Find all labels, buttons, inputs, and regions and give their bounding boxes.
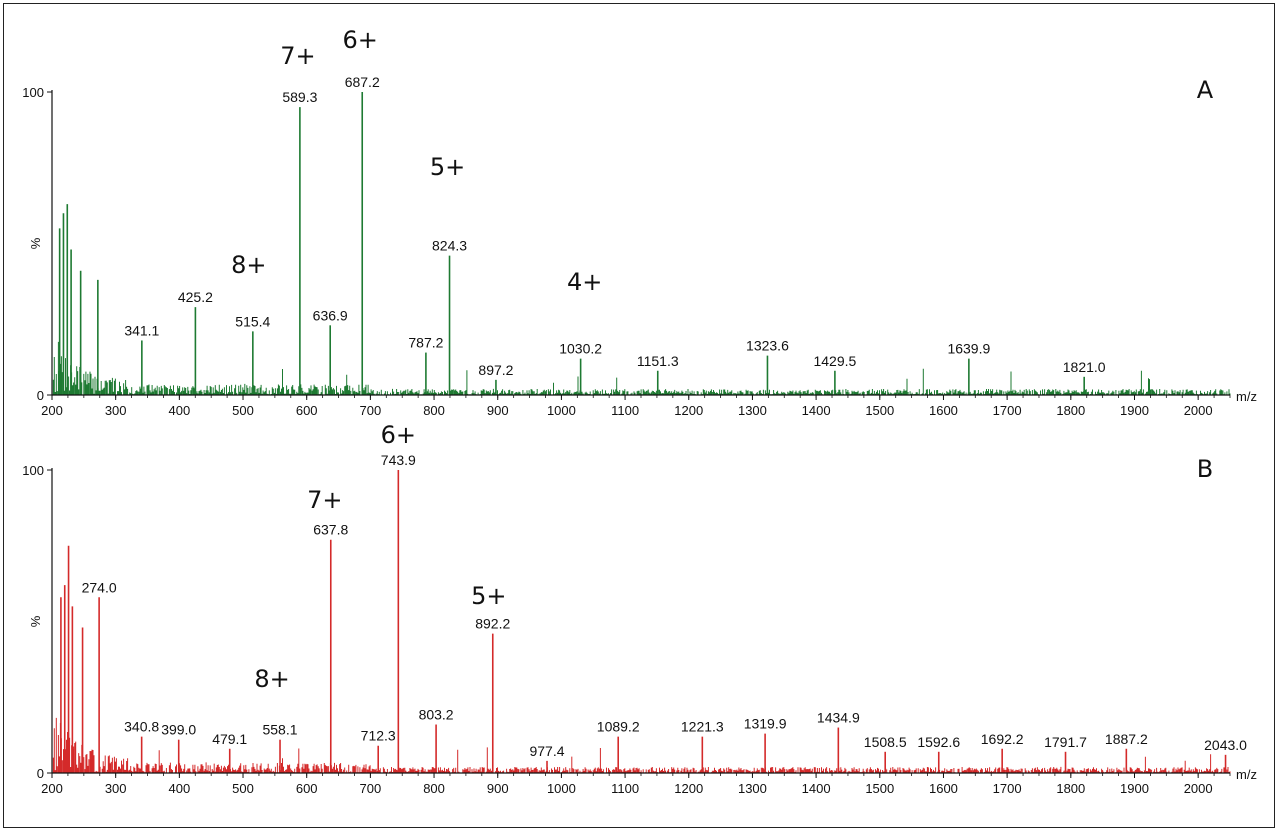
x-tick-label: 1100 <box>611 781 639 796</box>
peak-label: 558.1 <box>262 722 297 738</box>
x-tick-label: 1500 <box>865 403 894 418</box>
peak-label: 1151.3 <box>637 353 679 369</box>
peak-label: 1692.2 <box>981 731 1024 747</box>
x-tick-label: 1600 <box>929 403 958 418</box>
x-tick-label: 1300 <box>738 781 767 796</box>
x-tick-label: 1300 <box>738 403 767 418</box>
peak-label: 1791.7 <box>1044 734 1087 750</box>
x-tick-label: 300 <box>105 403 127 418</box>
y-axis-label: % <box>28 615 43 627</box>
charge-state-label: 6+ <box>381 421 416 449</box>
y-tick-label: 100 <box>22 463 44 478</box>
x-tick-label: 300 <box>105 781 127 796</box>
x-tick-label: 1700 <box>993 403 1022 418</box>
peak-label: 425.2 <box>178 289 213 305</box>
peak-label: 1429.5 <box>813 353 856 369</box>
peak-label: 824.3 <box>432 238 467 254</box>
x-tick-label: 1000 <box>547 781 576 796</box>
peak-label: 1887.2 <box>1105 731 1148 747</box>
peak-label: 1323.6 <box>746 338 789 354</box>
x-tick-label: 200 <box>41 781 63 796</box>
x-tick-label: 2000 <box>1184 403 1213 418</box>
peak-label: 977.4 <box>529 743 564 759</box>
peak-label: 687.2 <box>345 74 380 90</box>
charge-state-label: 8+ <box>231 251 266 279</box>
x-tick-label: 1600 <box>929 781 958 796</box>
spectrum-panel-b: 274.0 340.8 399.0 479.1 558.1 637.8 712.3 743.9… <box>22 421 1257 796</box>
peak-label: 1089.2 <box>597 719 640 735</box>
x-tick-label: 2000 <box>1184 781 1213 796</box>
peak-label: 1592.6 <box>917 734 960 750</box>
peak-label: 341.1 <box>124 322 159 338</box>
x-tick-label: 800 <box>423 781 445 796</box>
figure-frame <box>3 3 1275 828</box>
peak-label: 637.8 <box>313 522 348 538</box>
x-tick-label: 1800 <box>1056 781 1085 796</box>
charge-state-label: 5+ <box>471 582 506 610</box>
peak-label: 743.9 <box>381 452 416 468</box>
peak-label: 515.4 <box>235 313 270 329</box>
x-tick-label: 1000 <box>547 403 576 418</box>
peak-label: 1319.9 <box>744 716 787 732</box>
x-tick-label: 1100 <box>611 403 639 418</box>
x-axis-label: m/z <box>1236 389 1257 404</box>
x-tick-label: 1900 <box>1120 781 1149 796</box>
y-tick-label: 0 <box>37 766 44 781</box>
x-tick-label: 900 <box>487 403 509 418</box>
panel-label: A <box>1197 76 1214 104</box>
peak-label: 892.2 <box>475 616 510 632</box>
peak-label: 2043.0 <box>1204 737 1247 753</box>
x-tick-label: 700 <box>360 781 382 796</box>
x-tick-label: 1400 <box>802 781 831 796</box>
peak-label: 803.2 <box>419 707 454 723</box>
charge-state-label: 8+ <box>254 665 289 693</box>
charge-state-label: 7+ <box>307 486 342 514</box>
x-tick-label: 600 <box>296 403 318 418</box>
x-tick-label: 400 <box>168 781 190 796</box>
peak-label: 340.8 <box>124 719 159 735</box>
y-axis-label: % <box>28 237 43 249</box>
charge-state-label: 7+ <box>280 42 315 70</box>
x-tick-label: 1800 <box>1056 403 1085 418</box>
charge-state-label: 6+ <box>343 26 378 54</box>
peak-label: 636.9 <box>313 307 348 323</box>
peak-label: 589.3 <box>282 89 317 105</box>
peak-label: 787.2 <box>408 335 443 351</box>
x-tick-label: 500 <box>232 781 254 796</box>
x-tick-label: 400 <box>168 403 190 418</box>
x-tick-label: 1400 <box>802 403 831 418</box>
peak-label: 1821.0 <box>1063 359 1106 375</box>
x-tick-label: 200 <box>41 403 63 418</box>
peak-label: 274.0 <box>82 579 117 595</box>
x-tick-label: 900 <box>487 781 509 796</box>
x-tick-label: 700 <box>360 403 382 418</box>
x-axis-label: m/z <box>1236 767 1257 782</box>
x-tick-label: 1200 <box>674 403 703 418</box>
x-tick-label: 1900 <box>1120 403 1149 418</box>
x-tick-label: 800 <box>423 403 445 418</box>
x-tick-label: 1200 <box>674 781 703 796</box>
peak-label: 479.1 <box>212 731 247 747</box>
peak-label: 897.2 <box>478 362 513 378</box>
y-tick-label: 100 <box>22 85 44 100</box>
peak-label: 399.0 <box>161 722 196 738</box>
peak-label: 1434.9 <box>817 710 860 726</box>
peak-label: 1508.5 <box>864 734 907 750</box>
charge-state-label: 4+ <box>567 268 602 296</box>
peak-label: 1030.2 <box>559 341 602 357</box>
peak-label: 1221.3 <box>681 719 724 735</box>
spectrum-panel-a: 341.1 425.2 515.4 589.3 636.9 687.2 787.2 824.3… <box>22 26 1257 418</box>
peak-label: 1639.9 <box>947 341 990 357</box>
charge-state-label: 5+ <box>430 153 465 181</box>
peak-label: 712.3 <box>361 728 396 744</box>
panel-label: B <box>1197 455 1213 483</box>
x-tick-label: 600 <box>296 781 318 796</box>
x-tick-label: 1700 <box>993 781 1022 796</box>
x-tick-label: 1500 <box>865 781 894 796</box>
y-tick-label: 0 <box>37 388 44 403</box>
x-tick-label: 500 <box>232 403 254 418</box>
